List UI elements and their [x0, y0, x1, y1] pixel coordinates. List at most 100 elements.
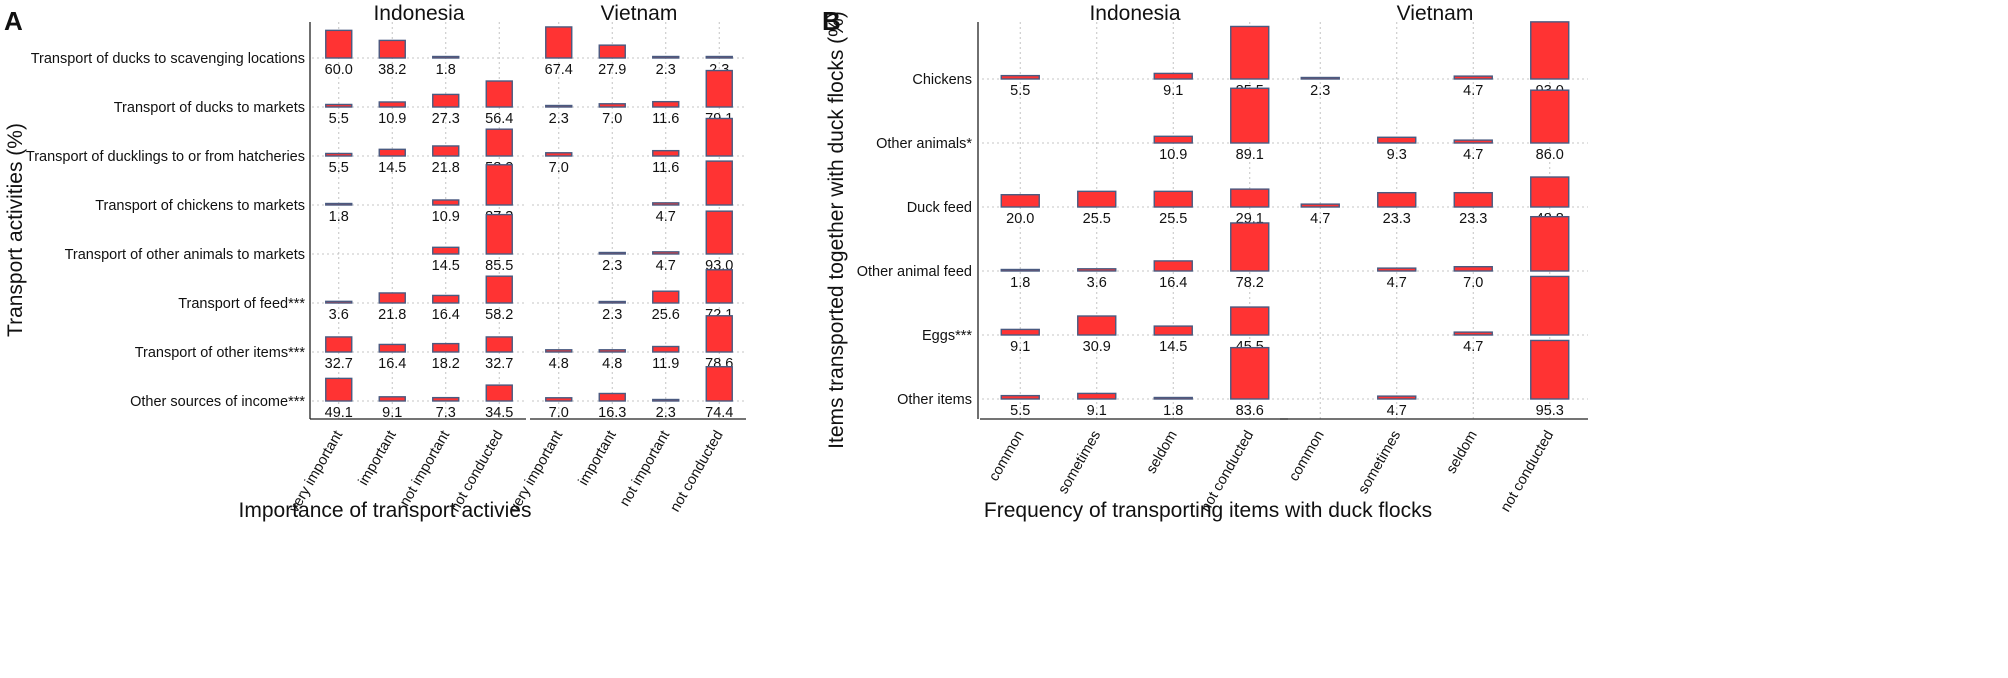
chartA-bar	[485, 164, 513, 206]
chartB-bar	[1153, 325, 1193, 336]
chartA-value-label: 7.0	[602, 111, 622, 127]
chartA-facet-label-indonesia: Indonesia	[373, 2, 464, 25]
chartA-bar	[705, 160, 733, 206]
chartB-bar	[1453, 139, 1493, 144]
chartA-value-label: 10.9	[378, 111, 406, 127]
chartA-value-label: 7.3	[436, 405, 456, 421]
chartB-bar	[1530, 21, 1570, 80]
chartA-value-label: 58.2	[485, 307, 513, 323]
chartA-bar	[432, 145, 460, 157]
chartA-value-label: 2.3	[549, 111, 569, 127]
chartA-value-label: 74.4	[705, 405, 733, 421]
chartA-bar	[485, 80, 513, 108]
chartA-value-label: 7.0	[549, 160, 569, 176]
chartA-bar	[598, 251, 626, 255]
chartA-bar	[652, 290, 680, 304]
chartB-value-label: 25.5	[1083, 211, 1111, 227]
chartA-row-label: Other sources of income***	[130, 394, 305, 410]
chartB-bar	[1230, 87, 1270, 144]
chartB-value-label: 1.8	[1163, 403, 1183, 419]
chartB-row-label: Duck feed	[907, 200, 972, 216]
chartA-bar	[598, 44, 626, 59]
chartB-bar	[1000, 74, 1040, 80]
chartB-value-label: 16.4	[1159, 275, 1187, 291]
chartB-bar	[1300, 76, 1340, 80]
chartB-row-label: Chickens	[912, 72, 972, 88]
chartA-bar	[598, 300, 626, 304]
chartA-bar	[545, 349, 573, 353]
chartB-value-label: 23.3	[1383, 211, 1411, 227]
chartA-x-tick-label: not important	[397, 428, 453, 509]
chartA-x-tick-label: not important	[617, 428, 673, 509]
chartA-value-label: 10.9	[432, 209, 460, 225]
chartB-value-label: 9.1	[1163, 83, 1183, 99]
chartB-value-label: 78.2	[1236, 275, 1264, 291]
chartA-value-label: 5.5	[329, 111, 349, 127]
chartB-value-label: 9.1	[1010, 339, 1030, 355]
chartB-row-label: Other animal feed	[857, 264, 972, 280]
chartB-value-label: 89.1	[1236, 147, 1264, 163]
chartA-bar	[325, 103, 353, 108]
chartA-value-label: 34.5	[485, 405, 513, 421]
chartB-row-label: Eggs***	[922, 328, 972, 344]
chartA-value-label: 32.7	[485, 356, 513, 372]
chartB-bar	[1377, 136, 1417, 144]
chartA-bar	[485, 384, 513, 402]
chartA-value-label: 67.4	[545, 62, 573, 78]
chartA-bar	[705, 55, 733, 59]
chartA-bar	[432, 342, 460, 353]
chartA-bar	[545, 397, 573, 402]
chartB-bar	[1377, 395, 1417, 400]
chartA-bar	[652, 345, 680, 353]
chartB-bar	[1453, 265, 1493, 272]
chartA-value-label: 49.1	[325, 405, 353, 421]
chartA-value-label: 1.8	[329, 209, 349, 225]
chartB-bar	[1453, 75, 1493, 80]
chartA-value-label: 2.3	[602, 307, 622, 323]
chartA-panel-letter: A	[4, 6, 23, 36]
chartB-value-label: 4.7	[1310, 211, 1330, 227]
chartA-row-label: Transport of ducks to scavenging locatio…	[31, 51, 305, 67]
chartA-bar	[325, 29, 353, 59]
chartB-row-label: Other animals*	[876, 136, 972, 152]
chartA-bar	[432, 199, 460, 206]
chartB-x-tick-label: sometimes	[1355, 428, 1404, 497]
chartB-bar	[1453, 331, 1493, 336]
chartA-bar	[598, 103, 626, 108]
chartB-x-tick-label: common	[1286, 428, 1328, 484]
chartB-value-label: 95.3	[1536, 403, 1564, 419]
chartB-bar	[1453, 191, 1493, 208]
chartA-bar	[485, 336, 513, 353]
chartB-bar	[1077, 315, 1117, 336]
chartA-value-label: 32.7	[325, 356, 353, 372]
chartB-value-label: 4.7	[1387, 275, 1407, 291]
chartA-bar	[598, 392, 626, 402]
chartB-bar	[1153, 190, 1193, 208]
chartB-bar	[1230, 346, 1270, 400]
chartB-y-axis-title: Items transported together with duck flo…	[825, 11, 848, 449]
chartA-x-tick-label: not conducted	[667, 428, 726, 515]
chartA-x-axis-title: Importance of transport activies	[239, 499, 532, 522]
chartB-bar	[1000, 328, 1040, 336]
chartB-bar	[1530, 275, 1570, 336]
chartA-value-label: 2.3	[656, 405, 676, 421]
chartB-x-tick-label: seldom	[1143, 428, 1180, 476]
chartA-bar	[378, 148, 406, 157]
chartB-value-label: 4.7	[1463, 147, 1483, 163]
chartA-value-label: 11.6	[652, 160, 679, 176]
chartB-value-label: 86.0	[1536, 147, 1564, 163]
chartA-value-label: 7.0	[549, 405, 569, 421]
chartB-bar	[1530, 339, 1570, 400]
chartB-value-label: 9.1	[1087, 403, 1107, 419]
chartA-bar	[432, 396, 460, 402]
chartA-value-label: 11.9	[652, 356, 679, 372]
chartB-bar	[1000, 394, 1040, 400]
chartA-bar	[652, 100, 680, 108]
chartA-value-label: 4.8	[549, 356, 569, 372]
chartA-bar	[705, 269, 733, 304]
chartA-value-label: 21.8	[432, 160, 460, 176]
chartB-bar	[1153, 260, 1193, 272]
chartA-bar	[652, 251, 680, 255]
chartA-value-label: 14.5	[432, 258, 460, 274]
chartA-bar	[545, 104, 573, 108]
